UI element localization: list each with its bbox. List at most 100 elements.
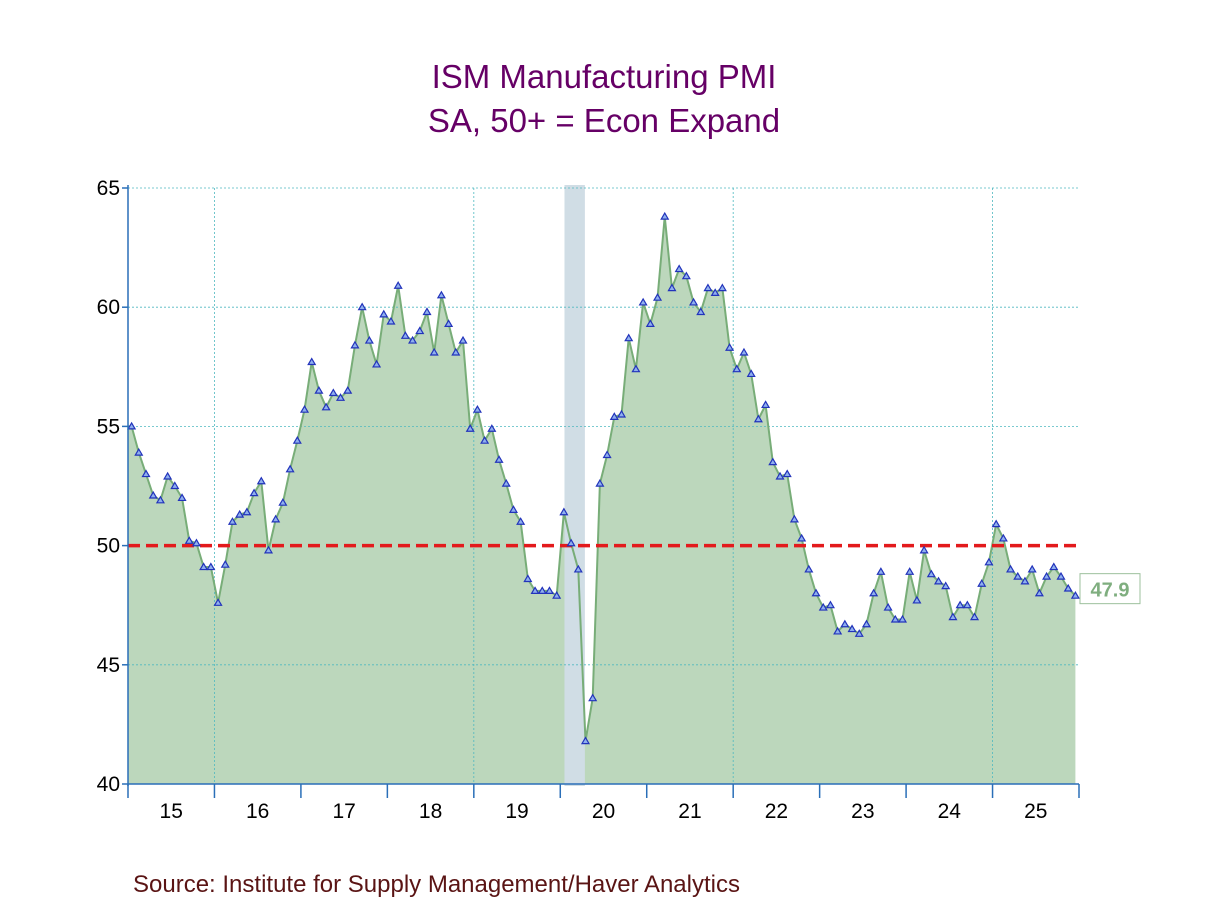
data-point bbox=[905, 567, 915, 575]
data-point bbox=[285, 464, 295, 473]
data-point bbox=[523, 574, 533, 583]
data-point bbox=[811, 588, 821, 597]
data-point bbox=[235, 509, 245, 518]
data-point bbox=[876, 567, 886, 575]
data-point bbox=[984, 557, 994, 566]
last-value-box bbox=[1079, 573, 1141, 605]
data-point bbox=[321, 402, 331, 411]
data-point bbox=[227, 517, 238, 525]
data-point bbox=[472, 405, 482, 413]
data-point bbox=[364, 335, 374, 344]
data-point bbox=[141, 469, 151, 478]
data-point bbox=[789, 514, 799, 523]
data-point bbox=[926, 569, 936, 578]
data-point bbox=[897, 614, 908, 623]
data-point bbox=[1013, 571, 1023, 580]
data-point bbox=[717, 283, 727, 292]
data-point bbox=[739, 347, 749, 356]
data-point bbox=[516, 517, 526, 525]
data-point bbox=[134, 447, 144, 456]
recession-shading bbox=[564, 185, 585, 786]
data-point bbox=[220, 559, 230, 568]
data-point bbox=[465, 424, 475, 432]
data-point bbox=[761, 400, 771, 409]
data-point bbox=[263, 545, 274, 554]
data-point bbox=[689, 297, 699, 306]
data-point bbox=[299, 405, 310, 413]
source-note: Source: Institute for Supply Management/… bbox=[133, 871, 740, 898]
x-tick-label: 15 bbox=[160, 800, 183, 823]
data-point bbox=[595, 478, 605, 487]
data-point bbox=[775, 471, 785, 480]
y-tick-label: 45 bbox=[97, 654, 120, 677]
data-point bbox=[343, 385, 353, 394]
x-tick-label: 23 bbox=[851, 800, 874, 823]
data-point bbox=[155, 495, 165, 504]
data-point bbox=[487, 424, 497, 432]
data-point bbox=[681, 271, 691, 280]
data-point bbox=[833, 626, 843, 635]
data-point bbox=[1034, 588, 1044, 597]
area-fill bbox=[128, 216, 1076, 784]
data-point bbox=[969, 612, 980, 621]
y-tick-label: 65 bbox=[97, 177, 120, 200]
data-point bbox=[919, 545, 929, 554]
data-point bbox=[674, 264, 684, 273]
data-point bbox=[847, 624, 857, 633]
data-point bbox=[861, 619, 872, 628]
data-point bbox=[206, 562, 216, 571]
data-point bbox=[530, 586, 540, 594]
data-point bbox=[458, 335, 468, 344]
data-point bbox=[725, 343, 735, 351]
data-point bbox=[379, 309, 389, 318]
data-point bbox=[696, 307, 706, 316]
data-point bbox=[1006, 564, 1016, 573]
data-point bbox=[501, 478, 511, 487]
data-point bbox=[177, 493, 187, 502]
data-point bbox=[552, 590, 562, 599]
data-point bbox=[1063, 583, 1073, 592]
x-tick-label: 20 bbox=[592, 800, 615, 823]
data-point bbox=[631, 364, 641, 373]
y-tick-label: 60 bbox=[97, 296, 120, 319]
data-point bbox=[977, 579, 987, 587]
data-point bbox=[544, 586, 555, 594]
data-point bbox=[638, 297, 648, 306]
data-point bbox=[746, 369, 756, 378]
data-point bbox=[508, 505, 518, 513]
data-point bbox=[213, 598, 223, 606]
data-point bbox=[948, 612, 958, 621]
x-tick-label: 18 bbox=[419, 800, 442, 823]
y-tick-label: 55 bbox=[97, 415, 120, 438]
data-point bbox=[991, 519, 1001, 528]
data-point bbox=[415, 326, 425, 335]
data-point bbox=[703, 283, 713, 292]
data-point bbox=[357, 302, 367, 311]
data-point bbox=[573, 564, 583, 573]
data-point bbox=[818, 602, 828, 611]
data-point bbox=[1056, 571, 1066, 580]
data-point bbox=[580, 736, 591, 745]
data-point bbox=[1020, 576, 1030, 585]
data-point bbox=[753, 414, 763, 423]
data-point bbox=[883, 602, 893, 611]
x-tick-label: 22 bbox=[765, 800, 788, 823]
x-tick-label: 24 bbox=[938, 800, 962, 823]
data-point bbox=[278, 497, 288, 506]
last-value-label: 47.9 bbox=[1091, 580, 1130, 602]
data-point bbox=[825, 600, 835, 609]
data-point bbox=[710, 288, 720, 296]
data-point bbox=[732, 364, 742, 373]
data-point bbox=[609, 412, 619, 420]
y-tick-label: 50 bbox=[97, 535, 120, 558]
data-point bbox=[652, 292, 663, 301]
data-point bbox=[307, 357, 317, 366]
x-tick-label: 25 bbox=[1024, 800, 1047, 823]
data-point bbox=[386, 316, 396, 325]
data-point bbox=[933, 576, 944, 585]
data-point bbox=[660, 211, 670, 220]
data-point bbox=[184, 536, 194, 544]
data-point bbox=[163, 471, 173, 480]
data-point bbox=[480, 436, 490, 444]
